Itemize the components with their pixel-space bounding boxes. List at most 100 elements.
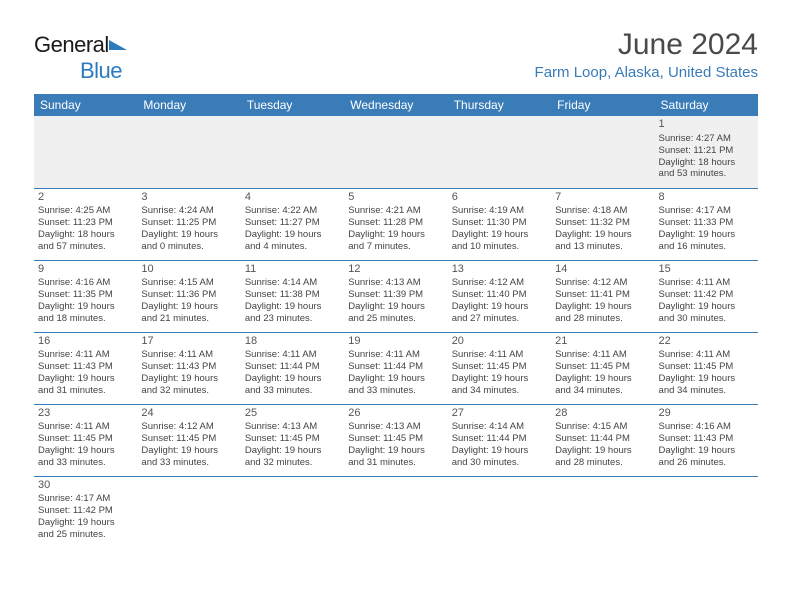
cell-ss: Sunset: 11:30 PM — [452, 217, 547, 229]
cell-d1: Daylight: 19 hours — [555, 229, 650, 241]
calendar-cell: 3Sunrise: 4:24 AMSunset: 11:25 PMDayligh… — [137, 188, 240, 260]
cell-d1: Daylight: 19 hours — [141, 373, 236, 385]
cell-d1: Daylight: 19 hours — [555, 445, 650, 457]
cell-d2: and 13 minutes. — [555, 241, 650, 253]
calendar-cell: 9Sunrise: 4:16 AMSunset: 11:35 PMDayligh… — [34, 260, 137, 332]
cell-d2: and 23 minutes. — [245, 313, 340, 325]
col-friday: Friday — [551, 94, 654, 116]
cell-ss: Sunset: 11:44 PM — [555, 433, 650, 445]
day-number: 24 — [141, 407, 236, 421]
cell-d2: and 25 minutes. — [348, 313, 443, 325]
day-number: 27 — [452, 407, 547, 421]
cell-ss: Sunset: 11:42 PM — [38, 505, 133, 517]
cell-ss: Sunset: 11:44 PM — [348, 361, 443, 373]
cell-d1: Daylight: 19 hours — [555, 373, 650, 385]
calendar-row: 30Sunrise: 4:17 AMSunset: 11:42 PMDaylig… — [34, 476, 758, 548]
cell-d1: Daylight: 19 hours — [659, 373, 754, 385]
cell-sr: Sunrise: 4:13 AM — [245, 421, 340, 433]
cell-d2: and 57 minutes. — [38, 241, 133, 253]
calendar-cell: 17Sunrise: 4:11 AMSunset: 11:43 PMDaylig… — [137, 332, 240, 404]
day-number: 7 — [555, 191, 650, 205]
cell-sr: Sunrise: 4:11 AM — [38, 421, 133, 433]
cell-d1: Daylight: 19 hours — [245, 445, 340, 457]
calendar-cell: 26Sunrise: 4:13 AMSunset: 11:45 PMDaylig… — [344, 404, 447, 476]
calendar-cell: 13Sunrise: 4:12 AMSunset: 11:40 PMDaylig… — [448, 260, 551, 332]
col-monday: Monday — [137, 94, 240, 116]
cell-ss: Sunset: 11:41 PM — [555, 289, 650, 301]
brand-part1: General — [34, 32, 109, 57]
cell-sr: Sunrise: 4:14 AM — [245, 277, 340, 289]
calendar-cell: 14Sunrise: 4:12 AMSunset: 11:41 PMDaylig… — [551, 260, 654, 332]
cell-sr: Sunrise: 4:17 AM — [38, 493, 133, 505]
cell-d2: and 32 minutes. — [141, 385, 236, 397]
col-saturday: Saturday — [655, 94, 758, 116]
cell-ss: Sunset: 11:43 PM — [38, 361, 133, 373]
cell-d1: Daylight: 19 hours — [348, 373, 443, 385]
calendar-cell: 2Sunrise: 4:25 AMSunset: 11:23 PMDayligh… — [34, 188, 137, 260]
calendar-cell: 29Sunrise: 4:16 AMSunset: 11:43 PMDaylig… — [655, 404, 758, 476]
cell-ss: Sunset: 11:39 PM — [348, 289, 443, 301]
cell-sr: Sunrise: 4:27 AM — [659, 133, 754, 145]
cell-d1: Daylight: 19 hours — [348, 301, 443, 313]
calendar-cell: 30Sunrise: 4:17 AMSunset: 11:42 PMDaylig… — [34, 476, 137, 548]
cell-sr: Sunrise: 4:14 AM — [452, 421, 547, 433]
weekday-header-row: Sunday Monday Tuesday Wednesday Thursday… — [34, 94, 758, 116]
cell-ss: Sunset: 11:38 PM — [245, 289, 340, 301]
cell-d2: and 33 minutes. — [245, 385, 340, 397]
calendar-cell — [551, 116, 654, 188]
cell-d2: and 32 minutes. — [245, 457, 340, 469]
calendar-cell: 8Sunrise: 4:17 AMSunset: 11:33 PMDayligh… — [655, 188, 758, 260]
cell-sr: Sunrise: 4:12 AM — [555, 277, 650, 289]
header: General Blue June 2024 Farm Loop, Alaska… — [34, 28, 758, 84]
cell-d1: Daylight: 19 hours — [452, 373, 547, 385]
brand-logo: General Blue — [34, 32, 127, 84]
calendar-cell: 6Sunrise: 4:19 AMSunset: 11:30 PMDayligh… — [448, 188, 551, 260]
calendar-row: 2Sunrise: 4:25 AMSunset: 11:23 PMDayligh… — [34, 188, 758, 260]
calendar-cell — [344, 476, 447, 548]
day-number: 2 — [38, 191, 133, 205]
day-number: 21 — [555, 335, 650, 349]
calendar-cell: 7Sunrise: 4:18 AMSunset: 11:32 PMDayligh… — [551, 188, 654, 260]
cell-sr: Sunrise: 4:11 AM — [659, 349, 754, 361]
calendar-cell — [448, 476, 551, 548]
cell-ss: Sunset: 11:27 PM — [245, 217, 340, 229]
calendar-cell: 11Sunrise: 4:14 AMSunset: 11:38 PMDaylig… — [241, 260, 344, 332]
cell-ss: Sunset: 11:43 PM — [659, 433, 754, 445]
cell-sr: Sunrise: 4:24 AM — [141, 205, 236, 217]
col-thursday: Thursday — [448, 94, 551, 116]
cell-sr: Sunrise: 4:11 AM — [452, 349, 547, 361]
cell-ss: Sunset: 11:36 PM — [141, 289, 236, 301]
cell-sr: Sunrise: 4:22 AM — [245, 205, 340, 217]
cell-d2: and 10 minutes. — [452, 241, 547, 253]
calendar-cell: 1Sunrise: 4:27 AMSunset: 11:21 PMDayligh… — [655, 116, 758, 188]
calendar-cell — [344, 116, 447, 188]
calendar-cell: 25Sunrise: 4:13 AMSunset: 11:45 PMDaylig… — [241, 404, 344, 476]
calendar-cell: 24Sunrise: 4:12 AMSunset: 11:45 PMDaylig… — [137, 404, 240, 476]
cell-ss: Sunset: 11:45 PM — [659, 361, 754, 373]
cell-ss: Sunset: 11:35 PM — [38, 289, 133, 301]
cell-sr: Sunrise: 4:16 AM — [38, 277, 133, 289]
calendar-cell: 4Sunrise: 4:22 AMSunset: 11:27 PMDayligh… — [241, 188, 344, 260]
cell-d2: and 28 minutes. — [555, 457, 650, 469]
cell-d1: Daylight: 19 hours — [245, 229, 340, 241]
day-number: 5 — [348, 191, 443, 205]
calendar-row: 16Sunrise: 4:11 AMSunset: 11:43 PMDaylig… — [34, 332, 758, 404]
calendar-cell: 23Sunrise: 4:11 AMSunset: 11:45 PMDaylig… — [34, 404, 137, 476]
cell-d1: Daylight: 19 hours — [452, 229, 547, 241]
calendar-cell — [34, 116, 137, 188]
calendar-row: 9Sunrise: 4:16 AMSunset: 11:35 PMDayligh… — [34, 260, 758, 332]
cell-d1: Daylight: 19 hours — [555, 301, 650, 313]
calendar-cell — [448, 116, 551, 188]
calendar-table: Sunday Monday Tuesday Wednesday Thursday… — [34, 94, 758, 548]
calendar-cell — [551, 476, 654, 548]
cell-d1: Daylight: 19 hours — [141, 229, 236, 241]
day-number: 23 — [38, 407, 133, 421]
cell-d1: Daylight: 19 hours — [452, 301, 547, 313]
cell-sr: Sunrise: 4:11 AM — [555, 349, 650, 361]
cell-sr: Sunrise: 4:12 AM — [141, 421, 236, 433]
cell-d1: Daylight: 19 hours — [659, 229, 754, 241]
cell-sr: Sunrise: 4:11 AM — [245, 349, 340, 361]
cell-ss: Sunset: 11:45 PM — [38, 433, 133, 445]
cell-ss: Sunset: 11:44 PM — [452, 433, 547, 445]
calendar-cell: 21Sunrise: 4:11 AMSunset: 11:45 PMDaylig… — [551, 332, 654, 404]
